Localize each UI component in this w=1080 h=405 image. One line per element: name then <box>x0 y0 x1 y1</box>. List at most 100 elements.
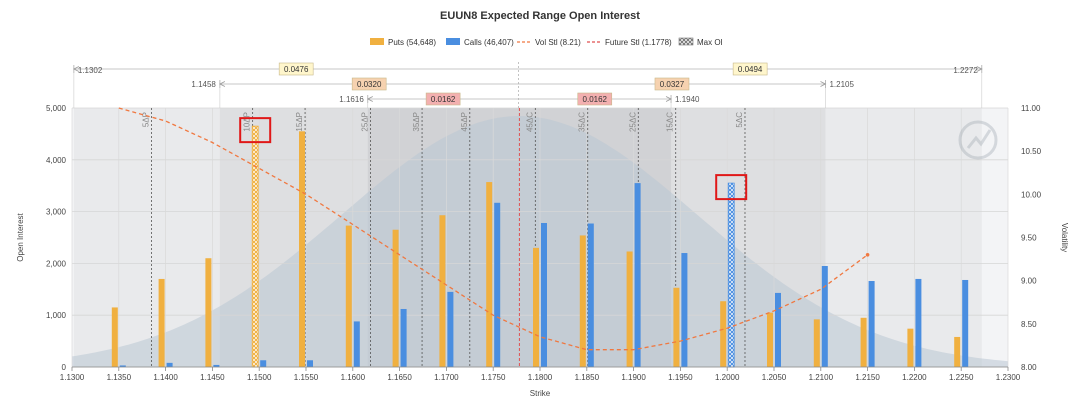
x-tick-label: 1.1600 <box>341 373 366 382</box>
range-width-box <box>577 92 613 106</box>
delta-label: 45ΔC <box>525 112 534 132</box>
x-tick-label: 1.1900 <box>621 373 646 382</box>
legend-label: Max OI <box>697 38 723 47</box>
y2-tick-label: 8.50 <box>1021 320 1037 329</box>
range-width-label: 0.0320 <box>357 80 382 89</box>
x-tick-label: 1.1750 <box>481 373 506 382</box>
call-bar <box>821 265 828 367</box>
put-bar <box>392 229 399 367</box>
max-oi-highlight-box <box>715 174 748 201</box>
range-low-label: 1.1302 <box>78 66 103 75</box>
delta-label: 35ΔP <box>412 112 421 132</box>
y2-tick-label: 9.00 <box>1021 277 1037 286</box>
x-tick-label: 1.2300 <box>996 373 1021 382</box>
watermark-logo <box>958 120 998 160</box>
put-bar <box>579 235 586 367</box>
chart-title: EUUN8 Expected Range Open Interest <box>440 10 640 22</box>
y-tick-label: 2,000 <box>46 259 67 268</box>
legend-swatch <box>446 38 460 45</box>
x-tick-label: 1.1800 <box>528 373 553 382</box>
call-bar <box>400 308 407 367</box>
y-axis-title: Open Interest <box>16 212 25 261</box>
range-width-label: 0.0162 <box>583 95 608 104</box>
x-tick-label: 1.1700 <box>434 373 459 382</box>
call-bar <box>587 223 594 367</box>
y2-tick-label: 10.00 <box>1021 190 1042 199</box>
call-bar <box>915 278 922 367</box>
range-high-label: 1.1940 <box>675 95 700 104</box>
x-tick-label: 1.1500 <box>247 373 272 382</box>
legend-label: Puts (54,648) <box>388 38 436 47</box>
range-low-label: 1.1616 <box>339 95 364 104</box>
x-tick-label: 1.2200 <box>902 373 927 382</box>
call-bar <box>634 183 641 367</box>
range-low-label: 1.1458 <box>191 80 216 89</box>
call-bar <box>727 182 735 368</box>
put-bar <box>533 247 539 367</box>
delta-label: 25ΔP <box>361 112 370 132</box>
range-width-box <box>278 62 314 76</box>
call-bar <box>213 364 220 367</box>
x-tick-label: 1.1550 <box>294 373 319 382</box>
y-tick-label: 5,000 <box>46 104 67 113</box>
range-high-label: 1.2105 <box>829 80 854 89</box>
x-tick-label: 1.2100 <box>809 373 834 382</box>
range-arrow-right <box>820 81 827 87</box>
watermark-arrow <box>966 129 992 149</box>
delta-label: 45ΔP <box>460 112 469 132</box>
put-bar <box>673 287 680 367</box>
range-width-label: 0.0162 <box>431 95 456 104</box>
range-arrow-right <box>976 66 983 72</box>
delta-label: 35ΔC <box>578 112 587 132</box>
y-tick-label: 1,000 <box>46 311 67 320</box>
put-bar <box>439 215 446 367</box>
range-width-label: 0.0494 <box>738 65 763 74</box>
x-tick-label: 1.1650 <box>387 373 412 382</box>
axes-layer: 1.1300 1.1350 1.1400 1.1450 1.1500 1.1550 1.16… <box>16 104 1069 398</box>
put-bar <box>626 251 633 367</box>
x-tick-label: 1.2250 <box>949 373 974 382</box>
vol-smile-line <box>118 107 868 351</box>
lines-layer <box>118 62 870 367</box>
delta-label: 10ΔP <box>243 112 252 132</box>
put-bar <box>486 182 493 367</box>
call-bar <box>166 362 173 367</box>
call-bar <box>307 360 313 367</box>
put-bar <box>767 312 773 367</box>
delta-label: 15ΔC <box>666 112 675 132</box>
delta-label: 25ΔC <box>628 112 637 132</box>
y-tick-label: 3,000 <box>46 208 67 217</box>
bars-layer <box>111 125 969 368</box>
call-bar <box>541 222 547 367</box>
call-bar <box>775 292 781 367</box>
legend-swatch <box>370 38 384 45</box>
y-tick-label: 0 <box>62 363 67 372</box>
call-bar <box>868 281 875 367</box>
call-bar <box>447 291 454 367</box>
delta-label: 5ΔC <box>735 112 744 128</box>
legend-label: Calls (46,407) <box>464 38 514 47</box>
range-arrow-left <box>366 96 373 102</box>
x-tick-label: 1.2000 <box>715 373 740 382</box>
x-tick-label: 1.1350 <box>107 373 132 382</box>
legend-label: Vol Stl (8.21) <box>535 38 581 47</box>
put-bar <box>907 328 914 367</box>
range-high-label: 1.2272 <box>953 66 978 75</box>
range-width-box <box>351 77 387 91</box>
max-oi-highlight-box <box>239 117 272 144</box>
call-bar <box>681 253 688 367</box>
x-tick-label: 1.2050 <box>762 373 787 382</box>
put-bar <box>158 278 165 367</box>
grid-layer <box>71 107 1009 368</box>
call-bar <box>260 360 267 367</box>
vol-smile-end-point <box>865 252 870 257</box>
put-bar <box>860 317 867 367</box>
legend-swatch <box>678 37 694 46</box>
put-bar <box>954 336 961 367</box>
put-bar <box>111 307 118 367</box>
legend-label: Future Stl (1.1778) <box>605 38 672 47</box>
legend[interactable]: Puts (54,648) Calls (46,407) Vol Stl (8.21… <box>370 37 723 47</box>
y2-tick-label: 9.50 <box>1021 234 1037 243</box>
put-bar <box>299 131 305 367</box>
